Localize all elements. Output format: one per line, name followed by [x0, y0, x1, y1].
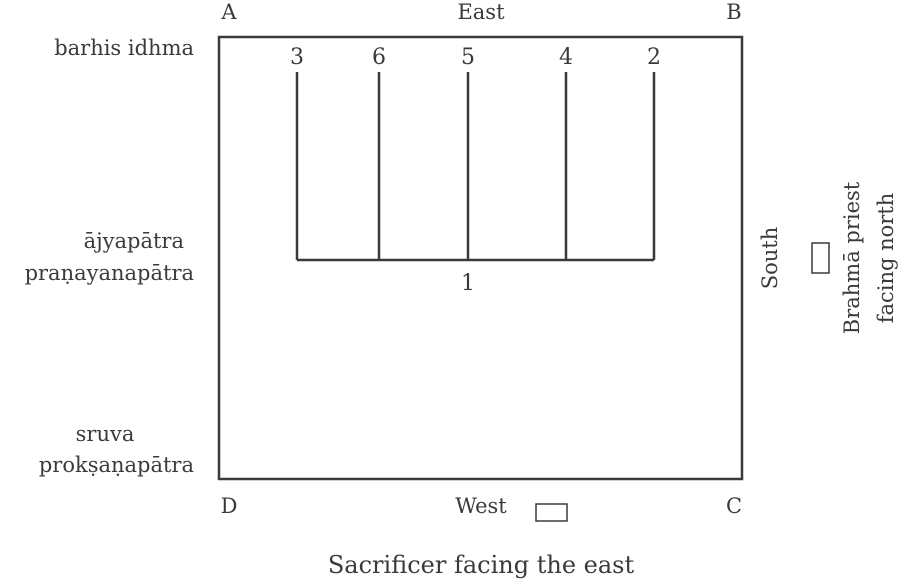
line-number-3: 3	[290, 45, 304, 70]
east-label: East	[457, 0, 505, 24]
line-number-6: 6	[372, 45, 386, 70]
corner-a-label: A	[220, 0, 237, 24]
line-number-4: 4	[559, 45, 573, 70]
line-number-5: 5	[461, 45, 475, 70]
line-number-1: 1	[461, 271, 475, 296]
label-ajyapatra: ājyapātra	[84, 229, 184, 253]
brahma-priest-label-line1: Brahmā priest	[840, 181, 864, 334]
west-label: West	[455, 494, 507, 518]
label-sruva: sruva	[76, 422, 135, 446]
line-number-2: 2	[647, 45, 661, 70]
brahma-priest-marker	[811, 242, 830, 274]
corner-b-label: B	[726, 0, 741, 24]
caption: Sacrificer facing the east	[328, 551, 635, 579]
line-comb	[295, 72, 656, 262]
label-barhis-idhma: barhis idhma	[54, 36, 194, 60]
sacrificer-marker	[535, 503, 568, 522]
label-pranayanapatra: praṇayanapātra	[25, 261, 194, 285]
south-label: South	[758, 227, 782, 290]
brahma-priest-label-line2: facing north	[874, 193, 898, 324]
corner-c-label: C	[726, 494, 742, 518]
label-proksanapatra: prokṣaṇapātra	[39, 453, 194, 477]
altar-square	[217, 35, 744, 481]
corner-d-label: D	[221, 494, 238, 518]
